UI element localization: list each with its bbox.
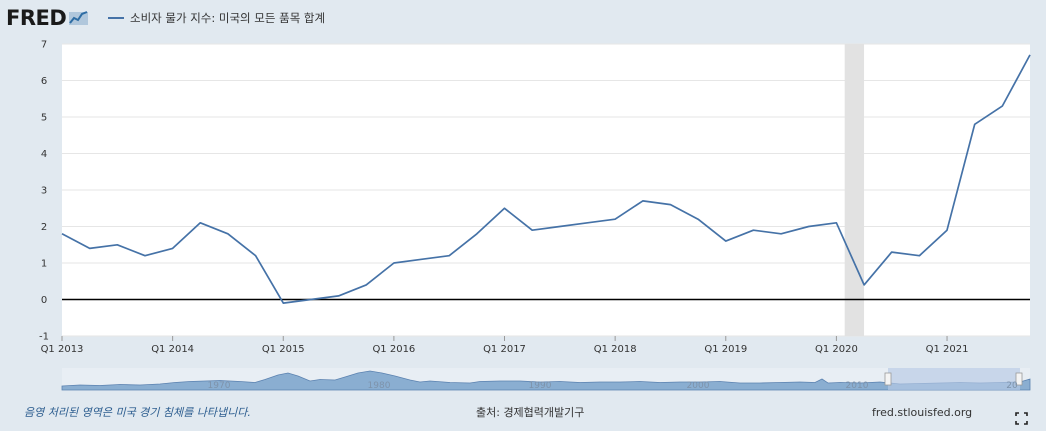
- data-point[interactable]: [531, 229, 534, 232]
- data-point[interactable]: [88, 247, 91, 250]
- fullscreen-icon[interactable]: [1015, 412, 1028, 425]
- data-point[interactable]: [752, 229, 755, 232]
- navigator-left-handle[interactable]: [884, 372, 892, 386]
- data-point[interactable]: [1029, 54, 1032, 57]
- navigator-year-label: 2010: [846, 381, 869, 391]
- recession-shading: [844, 44, 865, 336]
- data-point[interactable]: [724, 240, 727, 243]
- gridlines: [62, 43, 1030, 337]
- x-tick-label: Q1 2021: [926, 344, 969, 355]
- data-point[interactable]: [807, 225, 810, 228]
- series-layer: [61, 54, 1032, 305]
- recession-band: [844, 44, 865, 336]
- chart-header: FRED 소비자 물가 지수: 미국의 모든 품목 합계: [0, 0, 1046, 34]
- y-axis-ticks: 7 6 5 4 3 2 1 0 -1: [39, 40, 49, 343]
- data-point[interactable]: [365, 284, 368, 287]
- source-note: 출처: 경제협력개발기구: [476, 406, 585, 419]
- data-point[interactable]: [641, 200, 644, 203]
- data-point[interactable]: [420, 258, 423, 261]
- data-point[interactable]: [282, 302, 285, 305]
- y-tick-label: 1: [41, 259, 47, 270]
- data-point[interactable]: [254, 254, 257, 257]
- y-tick-label: 7: [41, 40, 47, 51]
- data-point[interactable]: [61, 232, 64, 235]
- data-point[interactable]: [171, 247, 174, 250]
- navigator-right-handle[interactable]: [1015, 372, 1023, 386]
- x-tick-label: Q1 2016: [372, 344, 415, 355]
- legend-line-swatch: [108, 17, 124, 19]
- x-tick-label: Q1 2018: [594, 344, 637, 355]
- x-tick-label: Q1 2017: [483, 344, 526, 355]
- data-point[interactable]: [1001, 105, 1004, 108]
- data-point[interactable]: [586, 221, 589, 224]
- navigator-year-labels: 1970 1980 1990 2000 2010 20: [208, 381, 1018, 391]
- y-tick-label: 5: [41, 113, 47, 124]
- y-tick-label: 0: [41, 295, 47, 306]
- series-line[interactable]: [61, 54, 1031, 304]
- legend-label: 소비자 물가 지수: 미국의 모든 품목 합계: [130, 11, 326, 25]
- y-tick-label: -1: [39, 332, 49, 343]
- x-axis-ticks: Q1 2013 Q1 2014 Q1 2015 Q1 2016 Q1 2017 Q1 20…: [41, 336, 969, 355]
- data-point[interactable]: [946, 229, 949, 232]
- data-point[interactable]: [863, 284, 866, 287]
- x-tick-label: Q1 2015: [262, 344, 305, 355]
- recession-note: 음영 처리된 영역은 미국 경기 침체를 나타냅니다.: [24, 406, 251, 419]
- data-point[interactable]: [227, 232, 230, 235]
- data-point[interactable]: [310, 298, 313, 301]
- site-link[interactable]: fred.stlouisfed.org: [872, 406, 973, 419]
- data-point[interactable]: [476, 232, 479, 235]
- data-point[interactable]: [558, 225, 561, 228]
- y-tick-label: 2: [41, 222, 47, 233]
- data-point[interactable]: [669, 203, 672, 206]
- data-point[interactable]: [503, 207, 506, 210]
- data-point[interactable]: [144, 254, 147, 257]
- navigator-selection[interactable]: [888, 368, 1020, 390]
- fred-logo[interactable]: FRED: [6, 6, 90, 30]
- data-point[interactable]: [780, 232, 783, 235]
- navigator-year-label: 1980: [368, 381, 391, 391]
- data-point[interactable]: [116, 243, 119, 246]
- data-point[interactable]: [448, 254, 451, 257]
- data-point[interactable]: [697, 218, 700, 221]
- x-tick-label: Q1 2014: [151, 344, 194, 355]
- data-point[interactable]: [614, 218, 617, 221]
- navigator-year-label: 20: [1006, 381, 1018, 391]
- fred-logo-graph-icon: [69, 11, 89, 25]
- data-point[interactable]: [918, 254, 921, 257]
- data-point[interactable]: [337, 295, 340, 298]
- x-tick-label: Q1 2020: [815, 344, 858, 355]
- data-point[interactable]: [199, 221, 202, 224]
- navigator-year-label: 2000: [687, 381, 710, 391]
- fred-logo-text: FRED: [6, 6, 67, 30]
- data-point[interactable]: [973, 123, 976, 126]
- range-navigator[interactable]: 1970 1980 1990 2000 2010 20: [0, 364, 1046, 394]
- y-tick-label: 3: [41, 186, 47, 197]
- navigator-year-label: 1990: [529, 381, 552, 391]
- data-point[interactable]: [393, 262, 396, 265]
- chart-legend: 소비자 물가 지수: 미국의 모든 품목 합계: [108, 9, 325, 27]
- y-tick-label: 6: [41, 76, 47, 87]
- x-tick-label: Q1 2013: [41, 344, 84, 355]
- data-point[interactable]: [890, 251, 893, 254]
- y-tick-label: 4: [41, 149, 47, 160]
- x-tick-label: Q1 2019: [704, 344, 747, 355]
- data-point[interactable]: [835, 221, 838, 224]
- navigator-year-label: 1970: [208, 381, 231, 391]
